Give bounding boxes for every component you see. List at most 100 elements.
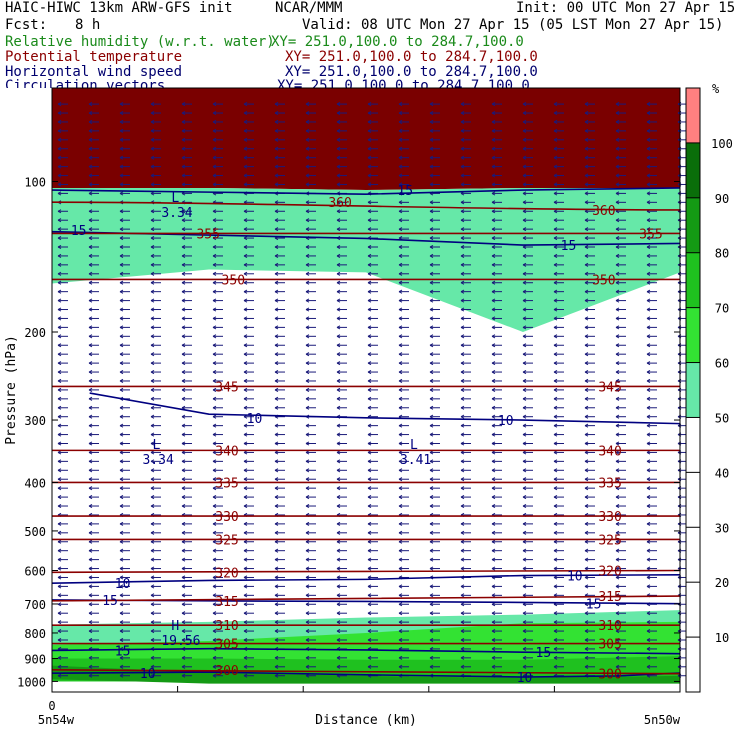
colorbar-label: 20	[715, 576, 729, 590]
wind-vector-head	[119, 673, 124, 678]
wind-vector-head	[522, 370, 527, 375]
wind-vector-head	[615, 566, 620, 571]
wind-vector-head	[367, 182, 372, 187]
wind-vector-head	[553, 423, 558, 428]
wind-vector-head	[274, 307, 279, 312]
wind-vector-head	[522, 137, 527, 142]
theta-label: 330	[215, 510, 238, 525]
theta-label: 325	[215, 533, 238, 548]
wind-vector-head	[181, 655, 186, 660]
wind-vector-head	[243, 637, 248, 643]
wind-vector-head	[491, 128, 496, 133]
wind-vector-head	[460, 128, 465, 133]
wind-vector-head	[57, 146, 62, 151]
wind-vector-head	[367, 468, 372, 473]
wind-vector-head	[584, 182, 589, 187]
wind-vector-head	[243, 503, 248, 509]
wind-vector-head	[305, 495, 310, 500]
wind-vector-head	[646, 164, 651, 169]
wind-vector-head	[243, 271, 248, 276]
wind-vector-head	[429, 637, 434, 643]
wind-vector-head	[460, 646, 465, 651]
wind-vector-head	[243, 110, 248, 116]
wind-vector-head	[615, 521, 620, 526]
wind-vector-head	[88, 307, 93, 312]
wind-vector-head	[646, 432, 651, 437]
wind-vector-head	[243, 280, 248, 285]
wind-vector-head	[119, 378, 124, 384]
x-tick-label: 0	[48, 699, 55, 713]
valid-time: Valid: 08 UTC Mon 27 Apr 15 (05 LST Mon …	[302, 17, 724, 33]
wind-vector-head	[522, 637, 527, 643]
wind-vector-head	[553, 137, 558, 142]
wind-vector-head	[553, 316, 558, 321]
wind-vector-head	[398, 155, 403, 160]
wind-vector-head	[212, 262, 217, 267]
wind-vector-head	[305, 146, 310, 151]
wind-vector-head	[88, 334, 93, 339]
wind-vector-head	[274, 370, 279, 375]
wind-vector-head	[243, 521, 248, 526]
wind-vector-head	[150, 611, 155, 616]
wind-vector-head	[584, 173, 589, 178]
wind-vector-head	[429, 468, 434, 473]
wind-vector-head	[615, 119, 620, 124]
wind-vector-head	[243, 253, 248, 258]
wind-vector-head	[460, 584, 465, 589]
wind-vector-head	[615, 387, 620, 392]
wind-vector-head	[212, 352, 217, 357]
wind-vector-head	[646, 307, 651, 312]
wind-vector-head	[88, 244, 93, 250]
wind-vector-head	[274, 530, 279, 535]
wind-vector-head	[212, 557, 217, 562]
wind-vector-head	[243, 387, 248, 392]
wind-vector-head	[429, 253, 434, 258]
wind-vector-head	[522, 271, 527, 276]
wind-vector-head	[88, 209, 93, 214]
wind-vector-head	[584, 218, 589, 223]
wind-vector-head	[212, 244, 217, 250]
wind-vector-head	[615, 459, 620, 464]
wind-vector-head	[150, 262, 155, 267]
wind-vector-head	[243, 629, 248, 634]
wind-vector-head	[57, 629, 62, 634]
wind-vector-head	[150, 182, 155, 187]
wind-vector-head	[243, 146, 248, 151]
wind-vector-head	[615, 432, 620, 437]
wind-vector-head	[119, 441, 124, 446]
wind-vector-head	[584, 405, 589, 410]
wind-vector-head	[615, 191, 620, 196]
wind-vector-head	[243, 227, 248, 232]
wind-vector-head	[398, 316, 403, 321]
wind-vector-head	[305, 164, 310, 169]
wind-vector-head	[181, 459, 186, 464]
wind-vector-head	[491, 548, 496, 553]
wind-vector-head	[336, 459, 341, 464]
wind-vector-head	[305, 477, 310, 482]
wind-vector-head	[57, 387, 62, 392]
wind-vector-head	[119, 253, 124, 258]
wind-vector-head	[336, 280, 341, 285]
wind-vector-head	[553, 271, 558, 276]
wind-vector-head	[615, 477, 620, 482]
wind-vector-head	[553, 557, 558, 562]
wind-vector-head	[460, 298, 465, 303]
wind-vector-head	[243, 673, 248, 678]
wind-vector-head	[274, 316, 279, 321]
wind-vector-head	[491, 227, 496, 232]
wind-vector-head	[243, 655, 248, 660]
wind-vector-head	[212, 361, 217, 366]
wind-vector-head	[522, 227, 527, 232]
y-tick-label: 1000	[17, 675, 46, 689]
wind-vector-head	[88, 459, 93, 464]
wind-vector-head	[181, 468, 186, 473]
wind-vector-head	[429, 361, 434, 366]
wind-vector-head	[243, 137, 248, 142]
wind-vector-head	[150, 495, 155, 500]
colorbar-label: 30	[715, 521, 729, 535]
wind-vector-head	[336, 637, 341, 643]
wind-vector-head	[398, 200, 403, 205]
wind-vector-head	[491, 110, 496, 116]
wind-contour-15	[51, 647, 681, 655]
wind-vector-head	[243, 361, 248, 366]
